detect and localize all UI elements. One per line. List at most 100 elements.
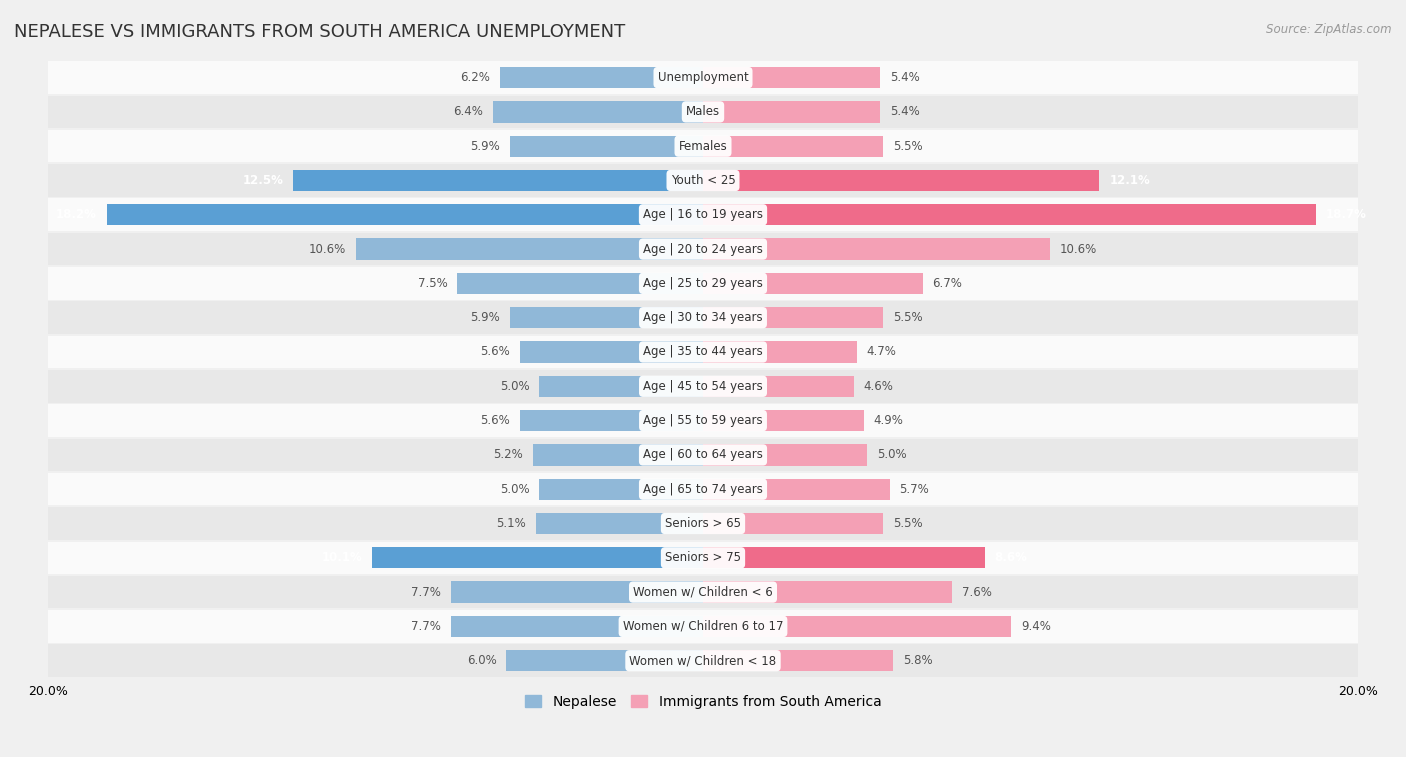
Bar	[703, 581, 952, 603]
Bar	[48, 130, 1358, 163]
Text: Women w/ Children 6 to 17: Women w/ Children 6 to 17	[623, 620, 783, 633]
Text: Age | 65 to 74 years: Age | 65 to 74 years	[643, 483, 763, 496]
Text: Males: Males	[686, 105, 720, 118]
Bar	[457, 273, 703, 294]
Text: Seniors > 65: Seniors > 65	[665, 517, 741, 530]
Bar	[703, 238, 1050, 260]
Bar	[538, 478, 703, 500]
Bar	[703, 204, 1316, 226]
Bar	[494, 101, 703, 123]
Text: 5.4%: 5.4%	[890, 71, 920, 84]
Text: 5.0%: 5.0%	[499, 483, 530, 496]
Text: 12.5%: 12.5%	[243, 174, 284, 187]
Text: Age | 35 to 44 years: Age | 35 to 44 years	[643, 345, 763, 359]
Text: 12.1%: 12.1%	[1109, 174, 1150, 187]
Bar	[48, 473, 1358, 506]
Text: 4.6%: 4.6%	[863, 380, 893, 393]
Text: 5.2%: 5.2%	[494, 448, 523, 462]
Bar	[48, 233, 1358, 266]
Bar	[48, 370, 1358, 403]
Bar	[48, 438, 1358, 471]
Text: 9.4%: 9.4%	[1021, 620, 1050, 633]
Bar	[703, 307, 883, 329]
Text: 5.0%: 5.0%	[499, 380, 530, 393]
Bar	[703, 170, 1099, 191]
Bar	[703, 547, 984, 569]
Text: 4.9%: 4.9%	[873, 414, 903, 427]
Bar	[48, 541, 1358, 574]
Bar	[703, 67, 880, 89]
Text: 7.7%: 7.7%	[411, 620, 441, 633]
Bar	[48, 61, 1358, 94]
Text: 5.4%: 5.4%	[890, 105, 920, 118]
Bar	[703, 136, 883, 157]
Text: Females: Females	[679, 140, 727, 153]
Text: 5.6%: 5.6%	[479, 345, 510, 359]
Text: 5.8%: 5.8%	[903, 654, 932, 667]
Text: 7.5%: 7.5%	[418, 277, 447, 290]
Bar	[48, 644, 1358, 677]
Text: NEPALESE VS IMMIGRANTS FROM SOUTH AMERICA UNEMPLOYMENT: NEPALESE VS IMMIGRANTS FROM SOUTH AMERIC…	[14, 23, 626, 41]
Text: 5.0%: 5.0%	[876, 448, 907, 462]
Bar	[506, 650, 703, 671]
Bar	[48, 267, 1358, 300]
Text: 7.7%: 7.7%	[411, 586, 441, 599]
Text: 6.0%: 6.0%	[467, 654, 496, 667]
Bar	[520, 341, 703, 363]
Text: Women w/ Children < 18: Women w/ Children < 18	[630, 654, 776, 667]
Text: 5.6%: 5.6%	[479, 414, 510, 427]
Text: 10.6%: 10.6%	[309, 242, 346, 256]
Text: Age | 55 to 59 years: Age | 55 to 59 years	[643, 414, 763, 427]
Text: 5.9%: 5.9%	[470, 311, 501, 324]
Bar	[48, 404, 1358, 437]
Text: 4.7%: 4.7%	[868, 345, 897, 359]
Bar	[703, 513, 883, 534]
Bar	[703, 101, 880, 123]
Text: Source: ZipAtlas.com: Source: ZipAtlas.com	[1267, 23, 1392, 36]
Bar	[703, 615, 1011, 637]
Bar	[373, 547, 703, 569]
Bar	[294, 170, 703, 191]
Bar	[510, 307, 703, 329]
Bar	[48, 198, 1358, 231]
Bar	[533, 444, 703, 466]
Bar	[48, 164, 1358, 197]
Bar	[703, 478, 890, 500]
Text: 6.7%: 6.7%	[932, 277, 962, 290]
Bar	[703, 375, 853, 397]
Text: Age | 20 to 24 years: Age | 20 to 24 years	[643, 242, 763, 256]
Text: 18.2%: 18.2%	[56, 208, 97, 221]
Bar	[703, 341, 858, 363]
Bar	[703, 650, 893, 671]
Text: 6.4%: 6.4%	[454, 105, 484, 118]
Bar	[48, 301, 1358, 334]
Text: Youth < 25: Youth < 25	[671, 174, 735, 187]
Text: 5.5%: 5.5%	[893, 311, 922, 324]
Text: 5.1%: 5.1%	[496, 517, 526, 530]
Bar	[48, 610, 1358, 643]
Legend: Nepalese, Immigrants from South America: Nepalese, Immigrants from South America	[519, 689, 887, 714]
Bar	[536, 513, 703, 534]
Text: Unemployment: Unemployment	[658, 71, 748, 84]
Text: Women w/ Children < 6: Women w/ Children < 6	[633, 586, 773, 599]
Text: 5.5%: 5.5%	[893, 140, 922, 153]
Text: Age | 60 to 64 years: Age | 60 to 64 years	[643, 448, 763, 462]
Text: 10.1%: 10.1%	[322, 551, 363, 564]
Bar	[703, 444, 868, 466]
Bar	[538, 375, 703, 397]
Text: 10.6%: 10.6%	[1060, 242, 1097, 256]
Text: Seniors > 75: Seniors > 75	[665, 551, 741, 564]
Bar	[703, 410, 863, 431]
Text: Age | 16 to 19 years: Age | 16 to 19 years	[643, 208, 763, 221]
Text: 7.6%: 7.6%	[962, 586, 991, 599]
Text: 8.6%: 8.6%	[994, 551, 1028, 564]
Bar	[48, 95, 1358, 128]
Text: Age | 45 to 54 years: Age | 45 to 54 years	[643, 380, 763, 393]
Bar	[520, 410, 703, 431]
Text: 6.2%: 6.2%	[460, 71, 491, 84]
Bar	[48, 335, 1358, 369]
Bar	[48, 507, 1358, 540]
Text: Age | 25 to 29 years: Age | 25 to 29 years	[643, 277, 763, 290]
Bar	[451, 581, 703, 603]
Text: 5.7%: 5.7%	[900, 483, 929, 496]
